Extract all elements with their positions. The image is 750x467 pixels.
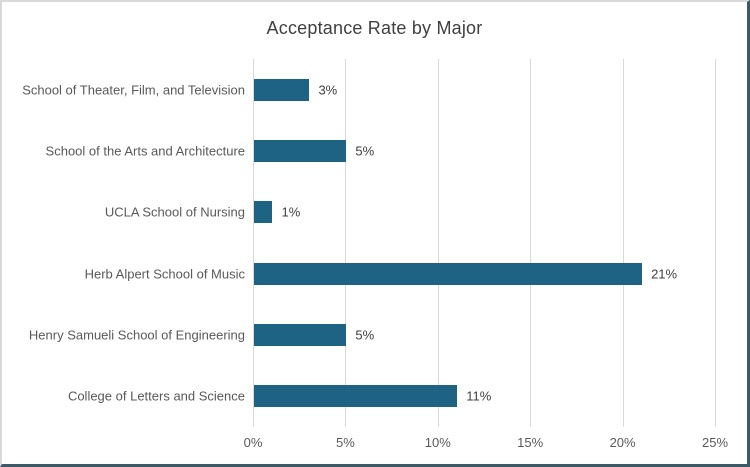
x-tick-label: 25% — [701, 435, 729, 450]
category-label: College of Letters and Science — [67, 388, 245, 404]
category-label: School of the Arts and Architecture — [45, 143, 245, 159]
bar-3% — [254, 78, 310, 101]
bar-value-label: 21% — [651, 266, 678, 282]
category-label: UCLA School of Nursing — [104, 204, 245, 220]
gridline-25% — [715, 59, 716, 427]
gridline-0% — [253, 59, 254, 427]
category-label: Herb Alpert School of Music — [84, 266, 245, 282]
plot-area: 3% 5% 1% 21% 5% 11% — [253, 59, 716, 427]
bar-5% — [254, 324, 347, 346]
bar-21% — [254, 262, 643, 285]
category-label: School of Theater, Film, and Television — [22, 82, 245, 98]
bar-1% — [254, 201, 273, 224]
bar-value-label: 3% — [318, 82, 338, 98]
x-tick-label: 10% — [424, 435, 451, 450]
bar-value-label: 1% — [281, 204, 301, 220]
x-tick-label: 5% — [335, 435, 355, 450]
bar-value-label: 5% — [355, 143, 375, 159]
gridline-15% — [530, 59, 532, 427]
x-tick-label: 20% — [609, 435, 636, 450]
x-tick-label: 0% — [243, 435, 263, 450]
bar-5% — [254, 140, 347, 162]
gridline-10% — [437, 59, 439, 427]
bar-11% — [254, 385, 458, 408]
bar-value-label: 11% — [466, 388, 492, 404]
chart-title: Acceptance Rate by Major — [266, 18, 483, 38]
gridline-5% — [345, 59, 347, 427]
category-label: Henry Samueli School of Engineering — [28, 327, 245, 343]
x-tick-label: 15% — [517, 435, 544, 450]
gridline-20% — [622, 59, 624, 427]
bar-value-label: 5% — [355, 327, 375, 343]
